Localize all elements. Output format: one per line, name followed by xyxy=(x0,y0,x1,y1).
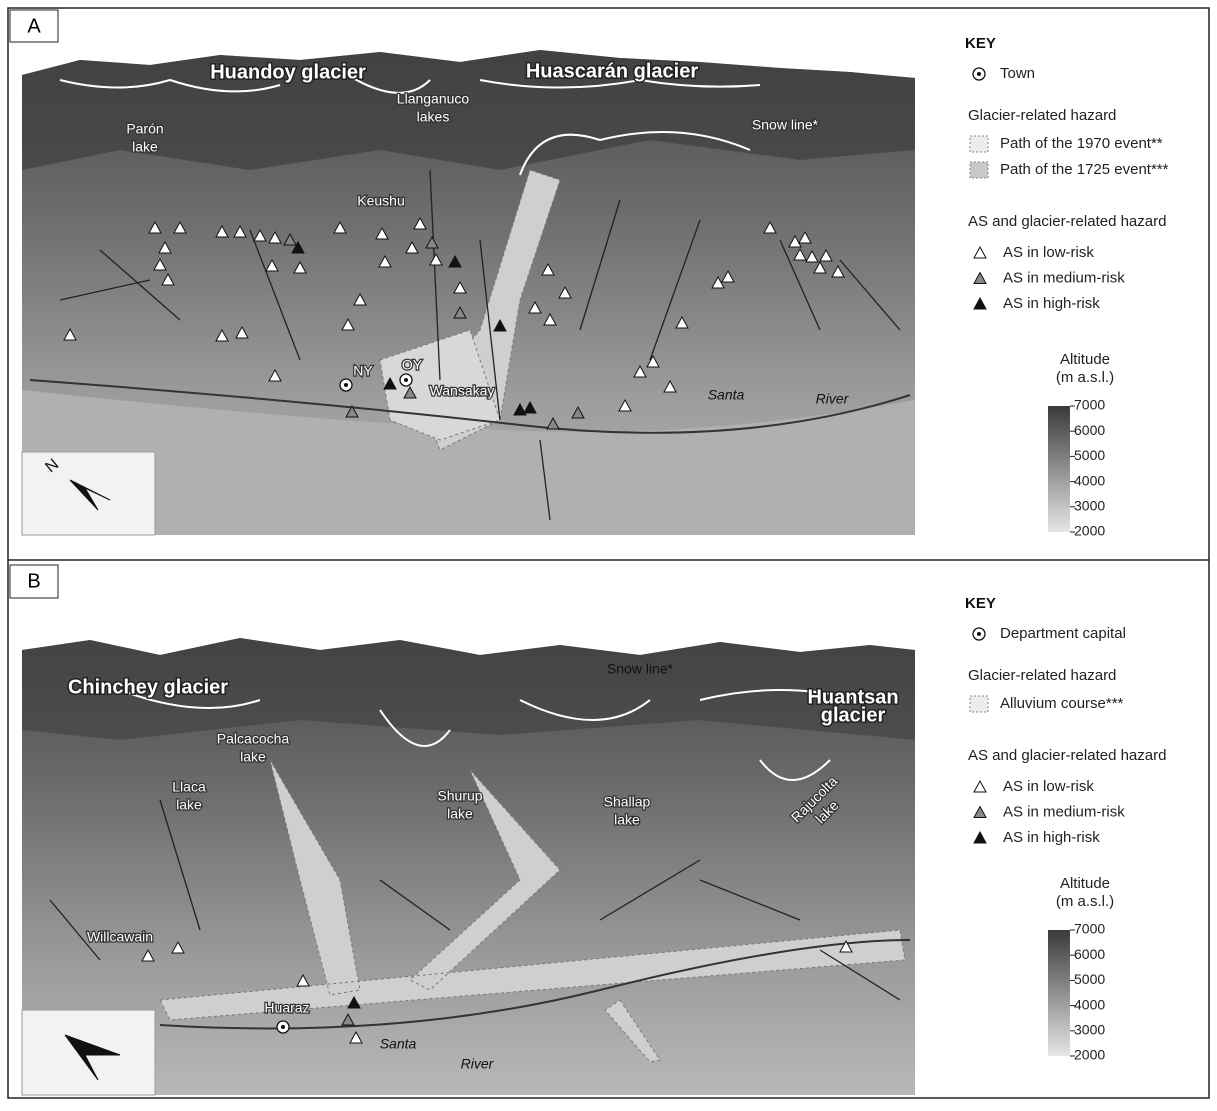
place-label: Wansakay xyxy=(430,383,495,399)
altitude-tick-label: 3000 xyxy=(1074,498,1105,514)
hazard-swatch xyxy=(970,162,988,178)
place-label: lake xyxy=(447,806,473,822)
legend-marker xyxy=(974,247,986,258)
key-title: KEY xyxy=(965,35,996,52)
key-item: AS in high-risk xyxy=(1003,295,1100,312)
altitude-tick-label: 6000 xyxy=(1074,422,1105,438)
altitude-tick-label: 4000 xyxy=(1074,996,1105,1012)
key-item: AS in low-risk xyxy=(1003,778,1094,795)
place-label: Willcawain xyxy=(87,929,153,945)
place-label: Llanganuco xyxy=(397,91,470,107)
altitude-bar xyxy=(1048,930,1070,1056)
altitude-tick-label: 7000 xyxy=(1074,921,1105,937)
place-label: Santa xyxy=(708,387,745,403)
town-icon xyxy=(344,383,348,387)
place-label: Huascarán glacier xyxy=(526,60,699,82)
place-label: Santa xyxy=(380,1036,417,1052)
legend-marker xyxy=(974,832,986,843)
altitude-unit: (m a.s.l.) xyxy=(1056,893,1114,910)
key-item: Alluvium course*** xyxy=(1000,695,1124,712)
altitude-title: Altitude xyxy=(1060,875,1110,892)
place-label: Palcacocha xyxy=(217,731,290,747)
town-icon xyxy=(281,1025,285,1029)
place-label: Shurup xyxy=(437,788,482,804)
altitude-title: Altitude xyxy=(1060,351,1110,368)
altitude-unit: (m a.s.l.) xyxy=(1056,369,1114,386)
key-item: Department capital xyxy=(1000,625,1126,642)
legend-marker xyxy=(974,273,986,284)
place-label: River xyxy=(461,1056,495,1072)
key-heading: Glacier-related hazard xyxy=(968,107,1116,124)
place-label: River xyxy=(816,391,850,407)
place-label: Keushu xyxy=(357,193,404,209)
key-title: KEY xyxy=(965,595,996,612)
place-label: OY xyxy=(402,357,423,373)
map-b xyxy=(22,638,915,1095)
place-label: glacier xyxy=(821,704,886,726)
place-label: lakes xyxy=(417,109,450,125)
place-label: Shallap xyxy=(604,794,651,810)
legend-marker xyxy=(974,298,986,309)
key-item: AS in low-risk xyxy=(1003,244,1094,261)
panel-label: A xyxy=(27,15,41,37)
figure: N A B Huandoy glacierHuascarán glacierLl… xyxy=(0,0,1217,1106)
altitude-tick-label: 4000 xyxy=(1074,472,1105,488)
key-heading: Glacier-related hazard xyxy=(968,667,1116,684)
place-label: Snow line* xyxy=(752,117,819,133)
altitude-tick-label: 5000 xyxy=(1074,447,1105,463)
town-icon xyxy=(977,72,981,76)
key-heading: AS and glacier-related hazard xyxy=(968,747,1166,764)
altitude-bar xyxy=(1048,406,1070,532)
altitude-tick-label: 2000 xyxy=(1074,1047,1105,1063)
town-icon xyxy=(977,632,981,636)
key-heading: AS and glacier-related hazard xyxy=(968,213,1166,230)
hazard-swatch xyxy=(970,696,988,712)
key-item: AS in high-risk xyxy=(1003,829,1100,846)
hazard-swatch xyxy=(970,136,988,152)
altitude-tick-label: 2000 xyxy=(1074,523,1105,539)
altitude-tick-label: 7000 xyxy=(1074,397,1105,413)
key-item: Path of the 1725 event*** xyxy=(1000,161,1169,178)
place-label: Huandoy glacier xyxy=(210,61,366,83)
legend-marker xyxy=(974,807,986,818)
altitude-tick-label: 6000 xyxy=(1074,946,1105,962)
key-item: Path of the 1970 event** xyxy=(1000,135,1163,152)
key-item: AS in medium-risk xyxy=(1003,803,1125,820)
town-icon xyxy=(404,378,408,382)
place-label: lake xyxy=(176,797,202,813)
place-label: lake xyxy=(614,812,640,828)
place-label: Chinchey glacier xyxy=(68,676,228,698)
place-label: Parón xyxy=(126,121,163,137)
altitude-tick-label: 3000 xyxy=(1074,1022,1105,1038)
place-label: NY xyxy=(353,363,373,379)
place-label: lake xyxy=(132,139,158,155)
key-item: Town xyxy=(1000,65,1035,82)
place-label: Huaraz xyxy=(264,1000,309,1016)
place-label: Snow line* xyxy=(607,661,674,677)
legend-marker xyxy=(974,781,986,792)
place-label: Llaca xyxy=(172,779,206,795)
key-item: AS in medium-risk xyxy=(1003,269,1125,286)
place-label: lake xyxy=(240,749,266,765)
panel-label: B xyxy=(27,570,40,592)
altitude-tick-label: 5000 xyxy=(1074,971,1105,987)
